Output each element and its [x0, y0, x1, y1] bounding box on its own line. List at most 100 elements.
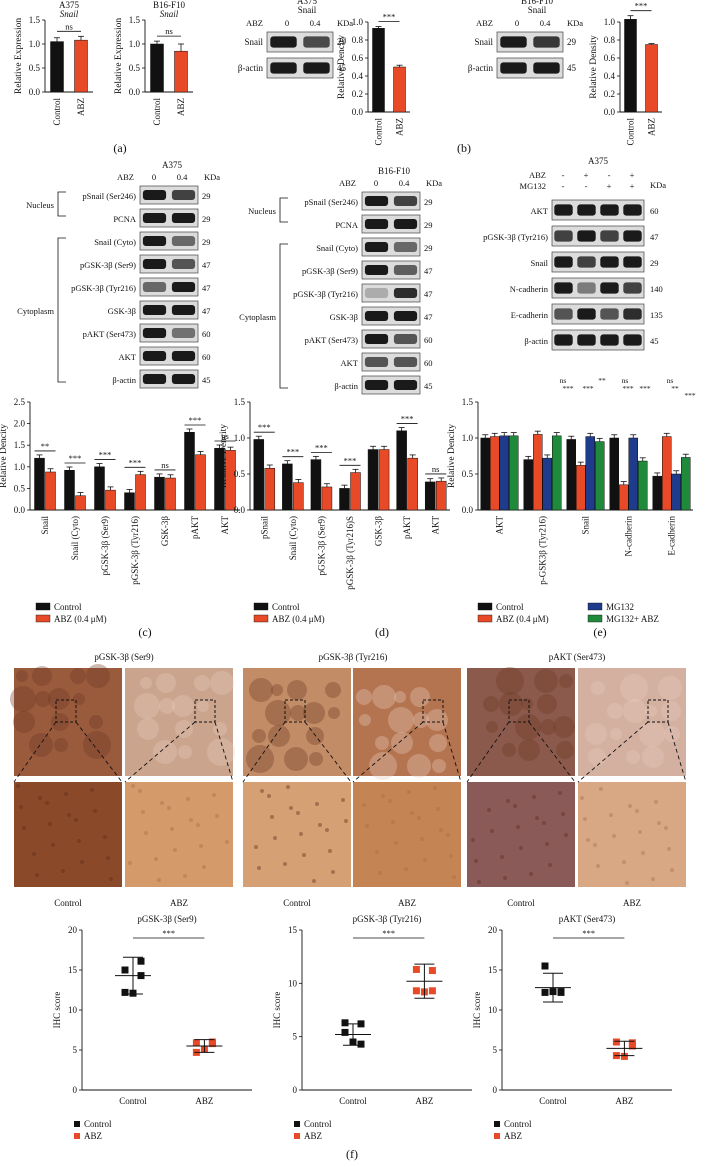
blot-band: [623, 204, 642, 216]
ihc-texture: [90, 788, 94, 792]
ihc-texture: [580, 796, 584, 800]
ihc-texture: [303, 702, 325, 724]
y-tick-label: 0.8: [604, 35, 616, 45]
ihc-texture: [670, 868, 674, 872]
ihc-texture: [70, 668, 86, 684]
ihc-texture: [417, 816, 421, 820]
bar: [662, 436, 672, 511]
ihc-texture: [154, 857, 158, 861]
y-axis-label: Relative Dencity: [337, 35, 347, 99]
blot-band: [533, 36, 560, 48]
legend-label: ABZ: [84, 1131, 102, 1141]
ihc-texture: [407, 754, 431, 778]
x-tick-label: pGSK-3β (Ser9): [100, 516, 110, 575]
chart-title: pGSK-3β (Tyr216): [353, 914, 422, 924]
blot-band: [393, 310, 418, 322]
kda-label: 45: [424, 381, 433, 391]
legend-swatch: [477, 614, 493, 623]
ihc-label: Control: [507, 898, 535, 908]
ihc-texture: [32, 666, 52, 686]
ihc-texture: [197, 700, 209, 712]
blot-band: [393, 356, 418, 368]
ihc-texture: [516, 825, 520, 829]
blot-band: [364, 264, 389, 276]
ihc-texture: [609, 813, 613, 817]
ihc-texture: [664, 726, 680, 742]
legend-label: MG132+ ABZ: [606, 614, 659, 624]
blot-band: [623, 256, 642, 268]
blot-band: [500, 62, 527, 74]
y-axis-label: Relative Density: [589, 35, 599, 99]
bar: [490, 436, 500, 511]
zoom-box: [508, 699, 530, 723]
ihc-texture: [518, 739, 540, 761]
zoom-box: [422, 699, 444, 723]
blot-row-label: β-actin: [334, 381, 358, 391]
ihc-texture: [410, 811, 414, 815]
y-tick-label: 10: [488, 1005, 498, 1015]
y-tick-label: 1.5: [14, 440, 26, 450]
ihc-texture: [420, 837, 424, 841]
ihc-title: pGSK-3β (Ser9): [94, 652, 153, 662]
significance-label: ***: [639, 384, 651, 393]
blot-row-label: pGSK-3β (Ser9): [80, 260, 136, 270]
blot-row-label: AKT: [119, 352, 137, 362]
scatter-plot: pAKT (Ser473) 0 5 10 15 20 IHC score Control ABZ…: [472, 914, 672, 1141]
blot-band: [393, 195, 418, 207]
x-tick-label: Snail: [581, 516, 591, 535]
legend-swatch: [294, 1121, 300, 1127]
ihc-texture: [623, 699, 647, 723]
ihc-zoom-image: [125, 782, 233, 887]
ihc-texture: [225, 840, 229, 844]
ihc-texture: [283, 862, 287, 866]
ihc-texture: [54, 738, 68, 752]
blot-band: [393, 287, 418, 299]
chart-title: pGSK-3β (Ser9): [137, 914, 196, 924]
data-point: [192, 1039, 200, 1047]
legend-swatch: [587, 602, 603, 611]
ihc-texture: [452, 875, 456, 879]
blot-e-strip: [551, 199, 645, 221]
y-tick-label: 1.5: [462, 397, 474, 407]
ihc-texture: [487, 808, 491, 812]
legend-swatch: [494, 1133, 500, 1139]
x-tick-label: Snail (Cyto): [70, 516, 80, 560]
ihc-texture: [157, 878, 161, 882]
blot-band: [171, 212, 196, 224]
kda-label: 47: [424, 312, 433, 322]
significance-label: ***: [622, 384, 634, 393]
y-tick-label: 0.6: [604, 53, 616, 63]
x-tick-label: Control: [119, 1096, 147, 1106]
y-tick-label: 20: [488, 925, 498, 935]
significance-label: ***: [69, 453, 82, 463]
ihc-texture: [48, 688, 70, 710]
zoom-box: [55, 699, 77, 723]
ihc-texture: [153, 740, 177, 764]
ihc-texture: [315, 802, 319, 806]
data-point: [541, 962, 549, 970]
blot-d-strip: [361, 375, 421, 395]
legend-label: Control: [504, 1119, 532, 1129]
ihc-texture: [537, 694, 557, 714]
ihc-texture: [284, 747, 308, 771]
ihc-zoom-image: [243, 782, 351, 887]
blot-band: [623, 282, 642, 294]
blot-band: [393, 264, 418, 276]
blot-background: [551, 199, 645, 221]
y-tick-label: 0: [493, 1085, 498, 1095]
ihc-texture: [271, 684, 283, 696]
compartment-label: Nucleus: [248, 206, 276, 216]
ihc-texture: [407, 790, 411, 794]
ihc-zoom-image: [353, 782, 461, 887]
blot-band: [393, 218, 418, 230]
bar: [566, 439, 576, 511]
y-tick-label: 15: [68, 965, 78, 975]
kda-label: 29: [202, 214, 211, 224]
kda-label: 60: [424, 335, 433, 345]
y-tick-label: 1.0: [604, 17, 616, 27]
blot-band: [142, 258, 167, 270]
blot-band: [600, 334, 619, 346]
blot-band: [142, 327, 167, 339]
significance-label: ***: [562, 384, 574, 393]
